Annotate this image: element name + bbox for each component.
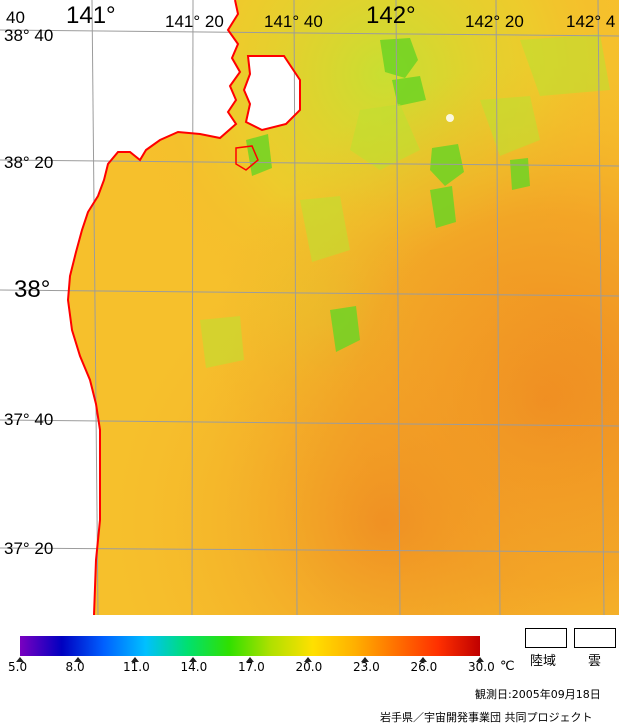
scale-tick <box>188 657 197 662</box>
land-label: 陸域 <box>530 654 557 669</box>
scale-tick-label: 26.0 <box>410 660 438 674</box>
temperature-color-scale <box>20 636 480 656</box>
scale-tick <box>16 657 24 662</box>
lat-label-38-20: 38° 20 <box>4 153 54 172</box>
scale-tick <box>303 657 312 662</box>
lon-label-142: 142° <box>366 2 416 29</box>
cloud-label: 雲 <box>588 654 602 669</box>
scale-tick <box>418 657 427 662</box>
sea-surface-temperature-map <box>0 0 619 615</box>
lon-label-141-40: 141° 40 <box>264 12 323 31</box>
lat-label-37-20: 37° 20 <box>4 539 54 558</box>
lon-label-141: 141° <box>66 2 116 29</box>
coastline <box>66 0 242 615</box>
lon-label-142-20: 142° 20 <box>465 12 524 31</box>
graticule <box>0 0 619 615</box>
yellow-green-areas <box>200 34 610 368</box>
scale-tick-label: 14.0 <box>180 660 208 674</box>
scale-tick-label: 8.0 <box>65 660 85 674</box>
legend-area <box>0 615 619 725</box>
lon-label-141-20: 141° 20 <box>165 12 224 31</box>
land-area <box>0 0 240 615</box>
lon-label-142-40: 142° 4 <box>566 12 616 31</box>
lat-label-38-40: 38° 40 <box>4 26 54 45</box>
scale-tick-label: 23.0 <box>353 660 380 674</box>
scale-tick-label: 20.0 <box>295 660 323 674</box>
scale-tick-label: 5.0 <box>8 660 28 674</box>
cloud-swatch <box>574 628 616 648</box>
scale-tick-label: 11.0 <box>123 660 150 674</box>
island-coastline <box>235 145 259 171</box>
observation-date: 観測日:2005年09月18日 <box>475 688 601 701</box>
scale-tick <box>73 657 82 662</box>
peninsula-coastline <box>242 55 301 132</box>
scale-tick <box>361 657 369 662</box>
land-swatch <box>525 628 567 648</box>
lon-label-140-40: 40 <box>6 8 25 27</box>
scale-tick <box>476 657 484 662</box>
scale-tick <box>246 657 254 662</box>
scale-tick <box>131 657 139 662</box>
lat-label-37-40: 37° 40 <box>4 410 54 429</box>
temperature-unit: ℃ <box>500 658 515 673</box>
lat-label-38: 38° <box>14 276 51 303</box>
scale-tick-label: 17.0 <box>238 660 265 674</box>
scale-tick-label: 30.0 <box>468 660 495 674</box>
project-credit: 岩手県／宇宙開発事業団 共同プロジェクト <box>380 711 593 724</box>
peninsula-land <box>244 56 300 130</box>
